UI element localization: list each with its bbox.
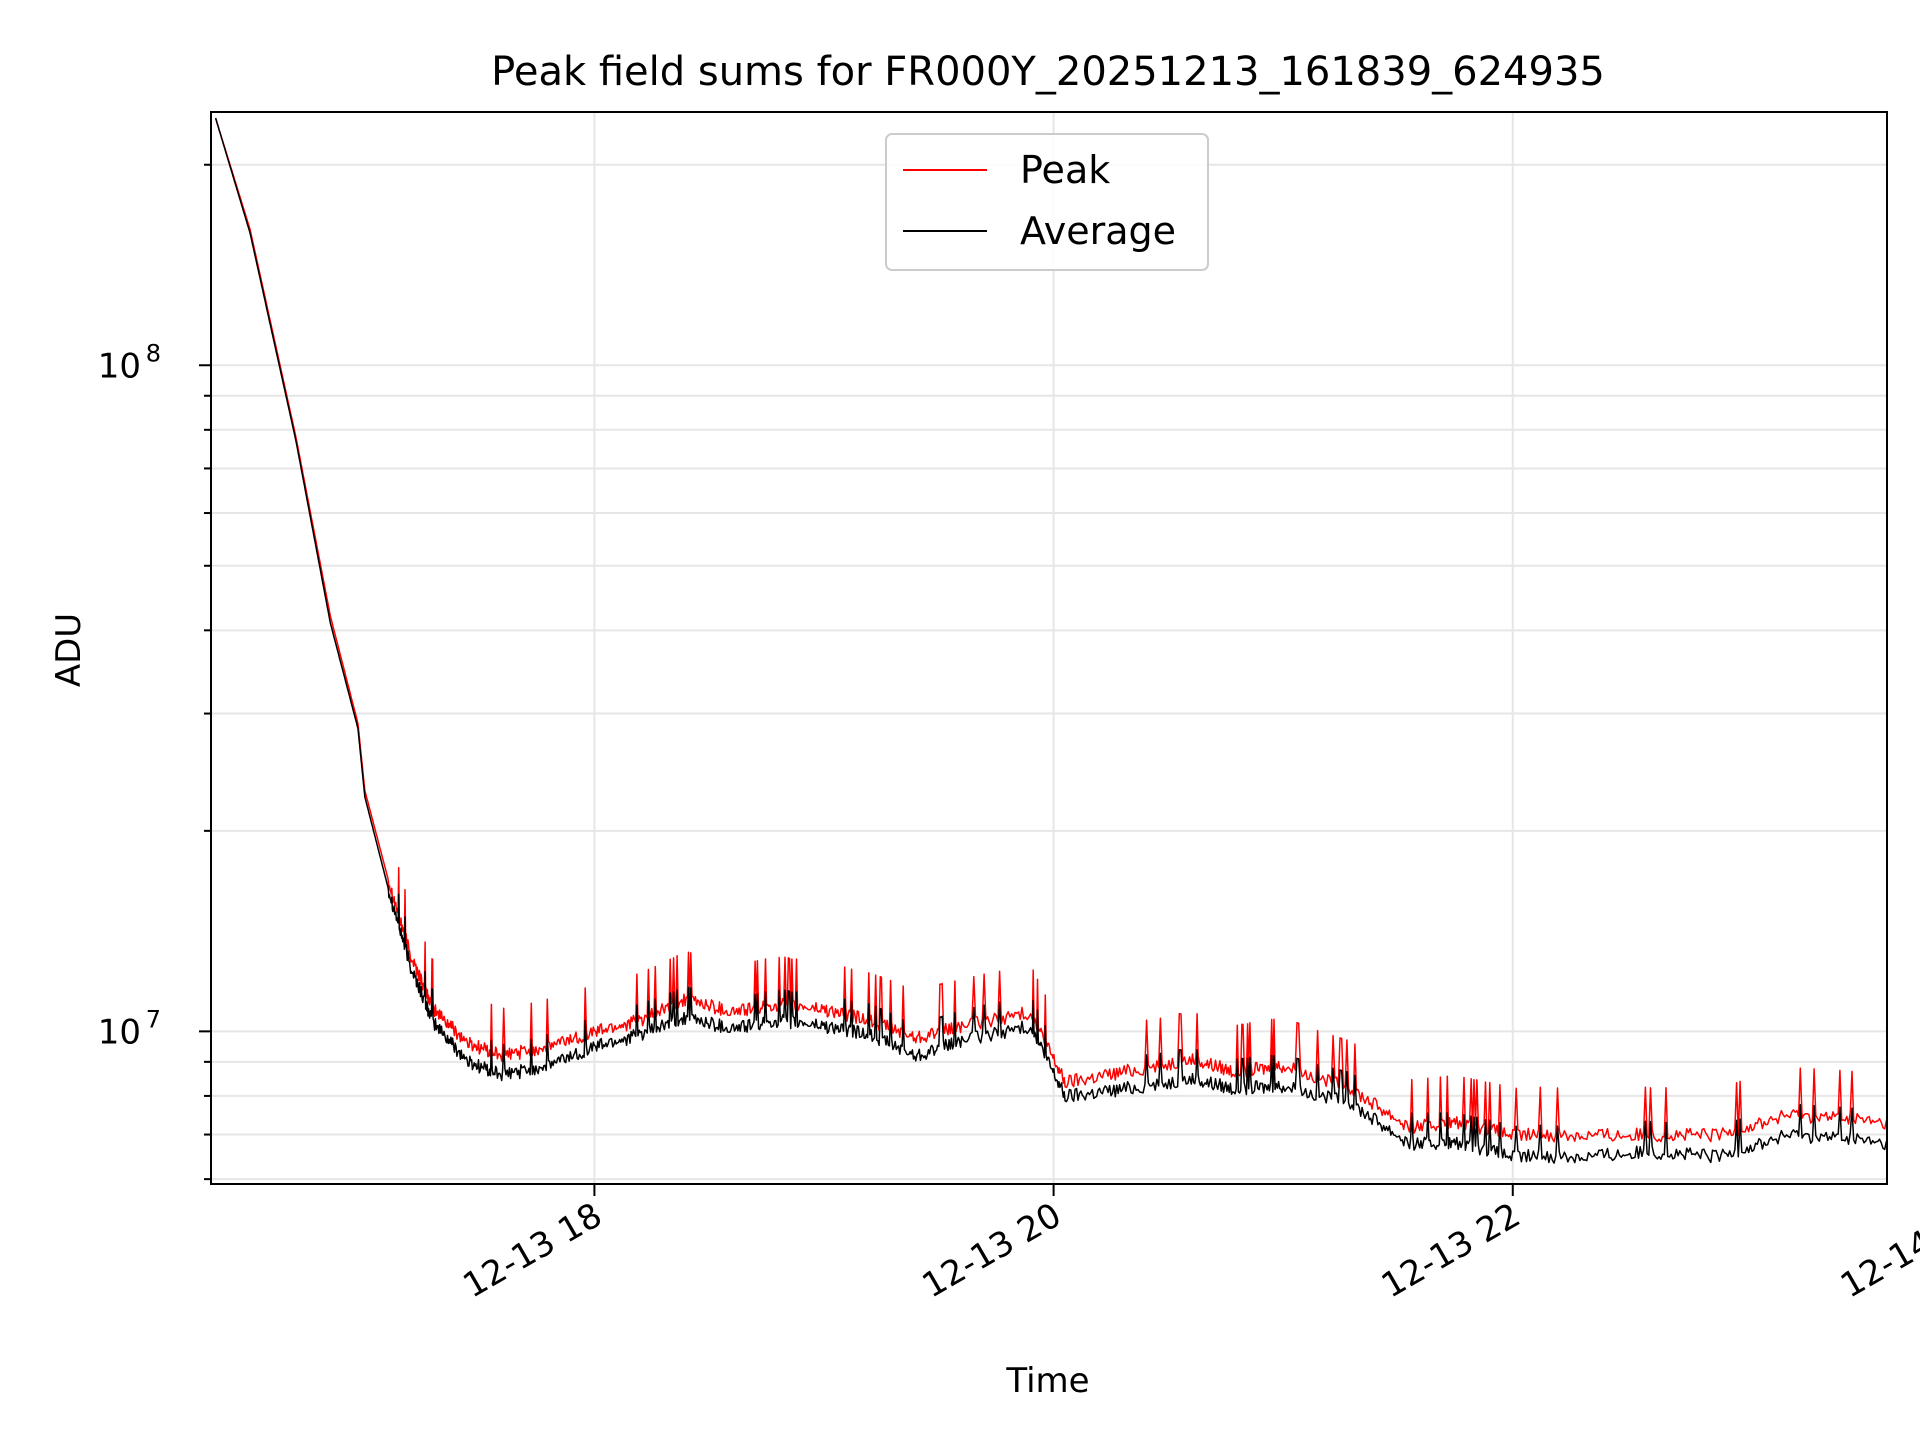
y-tick-exponent: 7 (146, 1005, 161, 1033)
y-tick-label: 10 (98, 346, 141, 386)
series-line-average (214, 117, 1887, 1164)
y-tick-exponent: 8 (146, 339, 161, 367)
series-layer (214, 117, 1887, 1164)
legend-label-peak: Peak (1020, 148, 1110, 192)
y-axis-label: ADU (49, 613, 89, 687)
plot-frame (210, 111, 1888, 1185)
series-line-peak (214, 117, 1887, 1143)
legend-label-average: Average (1020, 209, 1176, 253)
legend: Peak Average (885, 133, 1209, 271)
x-axis-label: Time (1005, 1361, 1089, 1401)
legend-box (885, 133, 1209, 271)
y-tick-label: 10 (98, 1012, 141, 1052)
chart-title: Peak field sums for FR000Y_20251213_1618… (491, 49, 1605, 95)
